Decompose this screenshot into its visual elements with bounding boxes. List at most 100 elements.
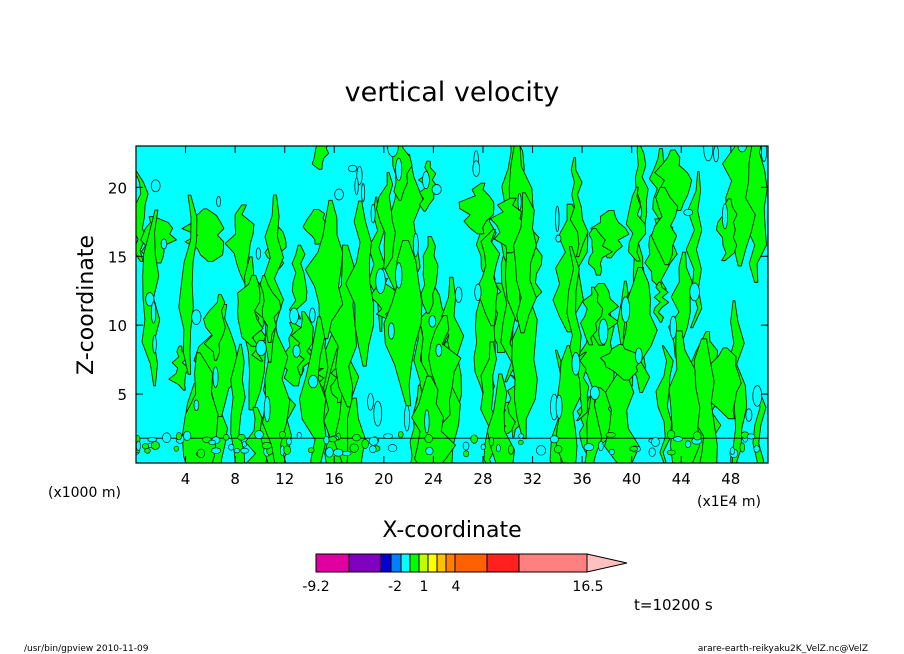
boundary-cell	[666, 430, 676, 440]
boundary-cell	[144, 447, 151, 454]
boundary-cell	[397, 431, 404, 438]
chart-title: vertical velocity	[345, 77, 560, 108]
downdraft-region	[431, 184, 442, 195]
colorbar-swatch	[400, 553, 411, 573]
downdraft-region	[635, 347, 643, 364]
boundary-cell	[480, 443, 486, 451]
updraft-region	[651, 187, 679, 266]
boundary-cell	[175, 432, 182, 441]
updraft-region	[625, 186, 647, 262]
boundary-cell	[424, 434, 433, 443]
boundary-cell	[605, 432, 616, 438]
colorbar-tick-label: 16.5	[572, 579, 603, 595]
y-axis: 5 10 15 20	[108, 179, 768, 404]
updraft-region	[668, 330, 701, 463]
x-tick-label: 8	[230, 470, 240, 488]
boundary-cell	[651, 437, 660, 447]
boundary-cell	[211, 447, 221, 454]
downdraft-region	[354, 177, 359, 195]
y-unit-label: (x1000 m)	[48, 485, 121, 501]
boundary-cell	[323, 435, 330, 445]
boundary-cell	[609, 448, 615, 456]
boundary-cell	[583, 443, 595, 451]
colorbar-swatch	[380, 553, 392, 573]
updraft-region	[291, 311, 315, 376]
downdraft-region	[193, 399, 200, 411]
boundary-cell	[228, 443, 235, 451]
boundary-cell	[693, 431, 702, 441]
boundary-cell	[173, 445, 180, 452]
updraft-region	[475, 229, 501, 327]
boundary-cell	[496, 444, 501, 453]
downdraft-region	[375, 268, 386, 294]
colorbar-swatch	[348, 553, 382, 573]
x-unit-label: (x1E4 m)	[697, 494, 761, 510]
colorbar: -9.2 -2 1 4 16.5	[302, 553, 628, 595]
boundary-cell	[296, 431, 302, 439]
boundary-cell	[223, 434, 230, 441]
downdraft-region	[474, 283, 482, 301]
boundary-cell	[425, 446, 434, 456]
downdraft-region	[683, 208, 694, 216]
colorbar-tick-label: -2	[388, 579, 402, 595]
downdraft-region	[395, 262, 403, 289]
downdraft-region	[255, 340, 267, 356]
colorbar-swatch	[454, 553, 488, 573]
downdraft-region	[212, 366, 219, 388]
updraft-region	[458, 182, 495, 235]
boundary-cell	[341, 450, 352, 457]
boundary-cell	[307, 447, 315, 454]
updraft-region	[511, 279, 538, 440]
plot-frame	[135, 145, 769, 464]
downdraft-region	[590, 385, 600, 400]
downdraft-region	[428, 315, 437, 328]
x-tick-label: 40	[622, 470, 641, 488]
boundary-cell	[325, 447, 334, 458]
colorbar-tick-label: 4	[452, 579, 461, 595]
downdraft-region	[752, 385, 763, 407]
downdraft-region	[145, 292, 155, 307]
boundary-cell	[368, 436, 379, 446]
downdraft-region	[621, 296, 631, 323]
plot-area	[135, 145, 769, 464]
boundary-cell	[369, 445, 377, 454]
downdraft-region	[263, 396, 271, 423]
updraft-region	[178, 194, 198, 375]
updraft-region	[490, 197, 528, 254]
downdraft-region	[160, 238, 168, 250]
x-tick-label: 36	[573, 470, 592, 488]
boundary-cell	[753, 445, 760, 453]
colorbar-swatch	[518, 553, 588, 573]
boundary-cell	[283, 445, 291, 455]
boundary-cell	[279, 430, 287, 439]
colorbar-extend-arrow	[586, 553, 628, 573]
boundary-cell	[463, 450, 470, 458]
boundary-cell	[237, 433, 246, 441]
updraft-region	[203, 294, 226, 361]
downdraft-region	[289, 307, 299, 325]
boundary-cell	[536, 445, 547, 456]
downdraft-region	[367, 393, 374, 411]
updraft-region	[193, 304, 243, 417]
x-axis-label: X-coordinate	[382, 518, 521, 543]
boundary-cell	[233, 448, 240, 454]
downdraft-region	[517, 193, 522, 211]
downdraft-region	[334, 188, 344, 201]
downdraft-region	[598, 318, 609, 345]
downdraft-region	[387, 146, 399, 157]
colorbar-swatch	[315, 553, 350, 573]
y-tick-label: 10	[108, 317, 127, 335]
downdraft-region	[309, 307, 316, 323]
downdraft-region	[422, 171, 430, 190]
downdraft-region	[472, 160, 481, 177]
x-tick-label: 16	[325, 470, 344, 488]
boundary-cell	[517, 439, 524, 445]
boundary-cell	[286, 437, 292, 446]
downdraft-region	[721, 203, 728, 230]
updraft-region	[580, 286, 604, 346]
colorbar-tick-label: 1	[420, 579, 429, 595]
boundary-cell	[629, 446, 638, 452]
boundary-cell	[739, 442, 746, 453]
y-axis-label: Z-coordinate	[74, 235, 99, 375]
colorbar-swatch	[427, 553, 438, 573]
